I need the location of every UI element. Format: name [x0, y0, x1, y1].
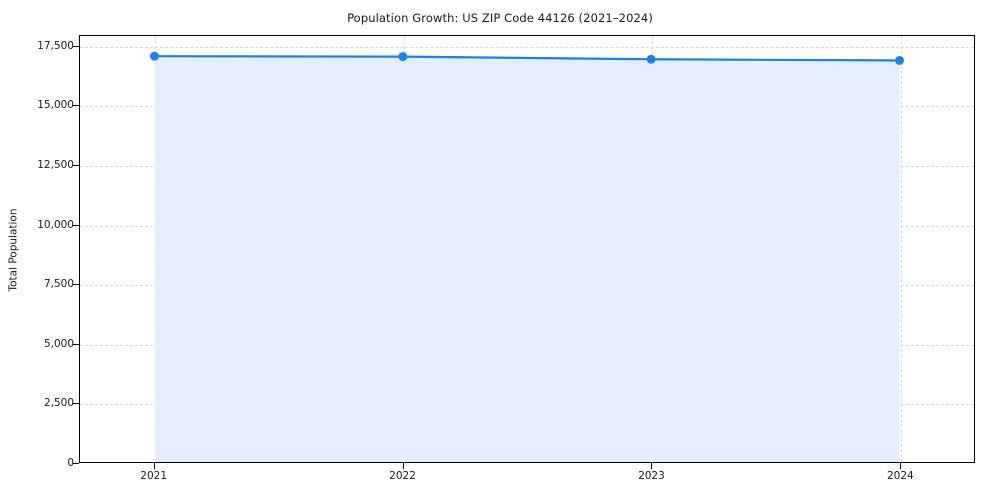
- x-axis-tick-label: 2024: [886, 470, 914, 482]
- x-axis-tick-mark: [651, 463, 653, 469]
- y-axis-tick-mark: [73, 463, 79, 464]
- y-axis-tick-mark: [73, 224, 79, 226]
- y-axis-tick-mark: [73, 45, 79, 47]
- x-axis-tick-label: 2023: [638, 470, 665, 482]
- data-point-marker: [895, 55, 904, 65]
- line-path: [153, 55, 901, 62]
- y-axis-tick-mark: [73, 403, 79, 405]
- y-axis-tick-mark: [73, 284, 79, 286]
- data-point-marker: [398, 52, 408, 62]
- y-axis-label-text: Total Population: [8, 208, 20, 292]
- x-axis-tick-label: 2022: [389, 470, 416, 482]
- gridline-vertical: [901, 36, 903, 462]
- data-point-markers: [150, 51, 904, 65]
- data-point-marker: [646, 54, 656, 64]
- y-axis-tick-label: 5,000: [43, 337, 74, 350]
- y-axis-tick-label: 10,000: [37, 218, 74, 231]
- gridline-horizontal: [80, 46, 974, 48]
- y-axis-tick-label: 7,500: [43, 278, 74, 291]
- chart-title: Population Growth: US ZIP Code 44126 (20…: [347, 11, 653, 25]
- plot-area: [79, 35, 975, 463]
- y-axis-tick-mark: [73, 164, 79, 166]
- x-axis-tick-label: 2021: [140, 470, 168, 482]
- y-axis-tick-mark: [73, 105, 79, 107]
- data-point-marker: [150, 51, 159, 61]
- x-axis-tick-mark: [402, 463, 404, 469]
- y-axis-tick-label: 2,500: [43, 397, 74, 410]
- area-fill: [154, 56, 900, 462]
- x-axis-tick-mark: [153, 463, 155, 469]
- y-axis-label: Total Population: [4, 0, 24, 500]
- population-line-series: [150, 51, 904, 462]
- y-axis-tick-label: 15,000: [37, 99, 74, 112]
- x-axis-tick-mark: [900, 463, 902, 469]
- y-axis-tick-label: 0: [67, 457, 74, 469]
- y-axis-tick-mark: [73, 343, 79, 345]
- y-axis-tick-label: 12,500: [37, 158, 74, 171]
- y-axis-tick-label: 17,500: [37, 39, 74, 52]
